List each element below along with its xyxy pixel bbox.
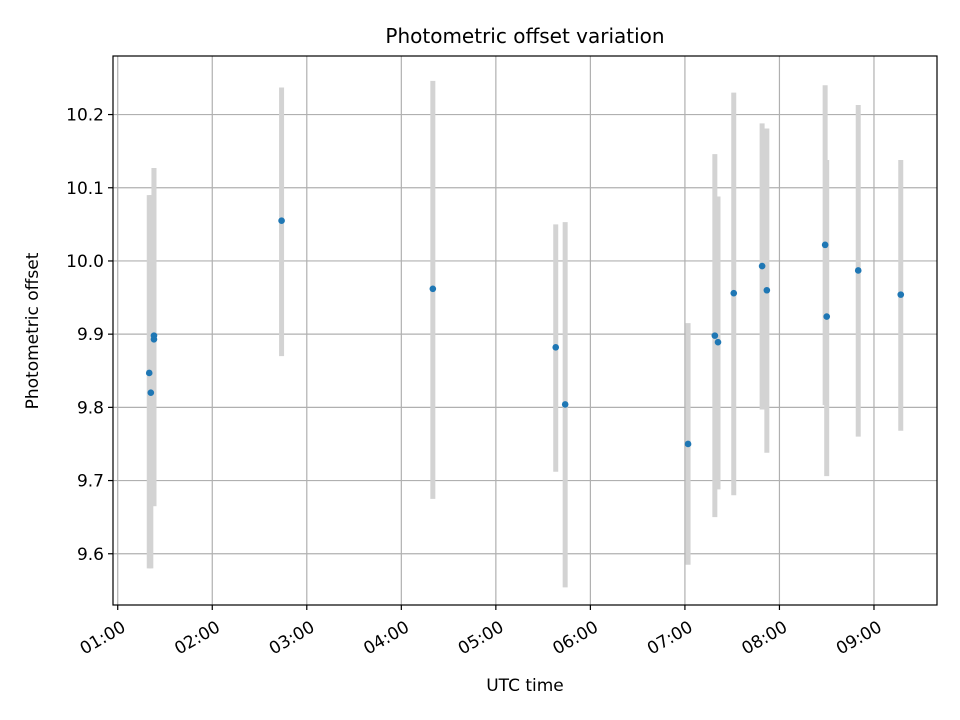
point-group (145, 217, 905, 448)
y-tick-label: 9.9 (77, 325, 104, 345)
y-tick-label: 9.7 (77, 472, 104, 492)
x-tick-label: 07:00 (644, 617, 696, 659)
data-point (711, 332, 719, 339)
plot-frame (112, 55, 938, 606)
x-tick-label: 02:00 (171, 617, 223, 659)
data-point (145, 369, 153, 377)
grid-lines (113, 56, 937, 605)
y-tick-label: 10.2 (66, 106, 104, 126)
x-tick-label: 09:00 (833, 617, 885, 659)
x-tick-label: 05:00 (455, 617, 507, 659)
chart-title: Photometric offset variation (385, 24, 664, 48)
x-axis: 01:00 02:00 03:00 04:00 05:00 06:00 07:00 08:00… (77, 605, 885, 659)
data-point (429, 285, 437, 293)
data-point (150, 332, 158, 339)
x-tick-label: 01:00 (77, 617, 129, 659)
data-point (730, 289, 738, 297)
y-tick-label: 10.1 (66, 179, 104, 199)
x-tick-label: 06:00 (549, 617, 601, 659)
x-tick-label: 04:00 (360, 617, 412, 659)
x-tick-label: 08:00 (739, 617, 791, 659)
y-axis: 9.6 9.7 9.8 9.9 10.0 10.1 10.2 (66, 106, 113, 565)
data-point (684, 440, 692, 448)
x-axis-title: UTC time (486, 676, 564, 696)
data-point (552, 344, 560, 351)
data-point (821, 241, 829, 249)
data-point (854, 267, 862, 274)
data-point (763, 286, 771, 294)
y-axis-title: Photometric offset (23, 252, 43, 409)
data-point (561, 401, 569, 408)
data-point (823, 313, 831, 320)
y-tick-label: 10.0 (66, 252, 104, 272)
data-point (758, 262, 766, 270)
data-point (714, 338, 722, 346)
data-point (147, 389, 155, 397)
data-point (278, 217, 285, 224)
y-tick-label: 9.6 (77, 545, 104, 565)
y-tick-label: 9.8 (77, 398, 104, 418)
data-point (897, 291, 905, 298)
x-tick-label: 03:00 (266, 617, 318, 659)
